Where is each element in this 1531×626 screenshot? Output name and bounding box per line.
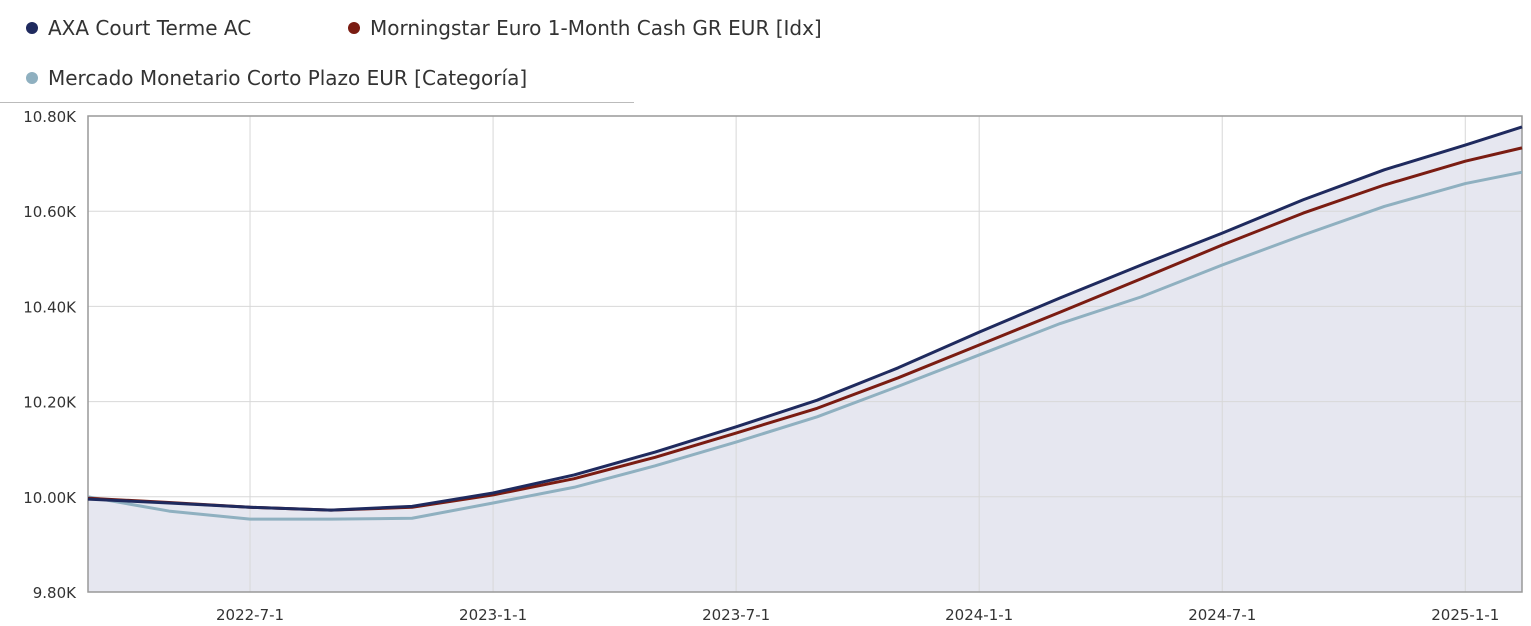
- legend-dot-icon: [26, 72, 38, 84]
- y-tick-label: 10.80K: [23, 108, 77, 126]
- legend-item-axa[interactable]: AXA Court Terme AC: [26, 16, 251, 40]
- x-tick-label: 2024-7-1: [1188, 606, 1256, 624]
- y-tick-label: 10.00K: [23, 489, 77, 507]
- y-tick-label: 10.60K: [23, 203, 77, 221]
- x-tick-label: 2022-7-1: [216, 606, 284, 624]
- series-line-0: [87, 125, 1523, 512]
- legend-item-morningstar[interactable]: Morningstar Euro 1-Month Cash GR EUR [Id…: [348, 16, 822, 40]
- legend: AXA Court Terme AC Morningstar Euro 1-Mo…: [0, 0, 822, 103]
- x-tick-label: 2025-1-1: [1431, 606, 1499, 624]
- plot-border: [87, 115, 1523, 593]
- legend-label: Mercado Monetario Corto Plazo EUR [Categ…: [48, 66, 528, 90]
- x-tick-label: 2023-1-1: [459, 606, 527, 624]
- legend-label: Morningstar Euro 1-Month Cash GR EUR [Id…: [370, 16, 822, 40]
- y-tick-label: 10.40K: [23, 298, 77, 316]
- area-fill: [88, 126, 1522, 592]
- legend-label: AXA Court Terme AC: [48, 16, 252, 40]
- y-tick-label: 10.20K: [23, 394, 77, 412]
- legend-item-category[interactable]: Mercado Monetario Corto Plazo EUR [Categ…: [26, 66, 527, 90]
- legend-dot-icon: [348, 22, 360, 34]
- x-tick-label: 2024-1-1: [945, 606, 1013, 624]
- series-line-2: [87, 170, 1523, 521]
- legend-dot-icon: [26, 22, 38, 34]
- y-tick-label: 9.80K: [33, 584, 77, 602]
- x-tick-label: 2023-7-1: [702, 606, 770, 624]
